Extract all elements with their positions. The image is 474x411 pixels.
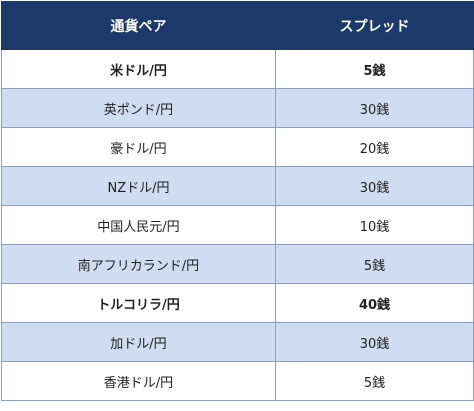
table-row: NZドル/円 30銭 <box>1 166 474 206</box>
spread-cell: 40銭 <box>275 283 474 323</box>
header-spread: スプレッド <box>275 1 474 50</box>
table-row: 加ドル/円 30銭 <box>1 322 474 362</box>
table-row: 香港ドル/円 5銭 <box>1 361 474 401</box>
currency-pair-cell: NZドル/円 <box>1 166 276 206</box>
spread-cell: 10銭 <box>275 205 474 245</box>
currency-pair-cell: 豪ドル/円 <box>1 127 276 167</box>
table-row: 米ドル/円 5銭 <box>1 49 474 89</box>
currency-pair-cell: 英ポンド/円 <box>1 88 276 128</box>
spread-cell: 30銭 <box>275 166 474 206</box>
table-row: 豪ドル/円 20銭 <box>1 127 474 167</box>
spread-cell: 5銭 <box>275 244 474 284</box>
table-row: 英ポンド/円 30銭 <box>1 88 474 128</box>
currency-pair-cell: トルコリラ/円 <box>1 283 276 323</box>
table-row: 南アフリカランド/円 5銭 <box>1 244 474 284</box>
spread-cell: 20銭 <box>275 127 474 167</box>
table-row: トルコリラ/円 40銭 <box>1 283 474 323</box>
currency-pair-cell: 南アフリカランド/円 <box>1 244 276 284</box>
currency-pair-cell: 香港ドル/円 <box>1 361 276 401</box>
spread-cell: 30銭 <box>275 322 474 362</box>
spread-cell: 5銭 <box>275 361 474 401</box>
table-header-row: 通貨ペア スプレッド <box>1 1 474 50</box>
currency-pair-cell: 加ドル/円 <box>1 322 276 362</box>
header-currency-pair: 通貨ペア <box>1 1 276 50</box>
currency-pair-cell: 中国人民元/円 <box>1 205 276 245</box>
table-body: 米ドル/円 5銭 英ポンド/円 30銭 豪ドル/円 20銭 NZドル/円 30銭 中国人民元/円… <box>1 49 474 401</box>
spread-table: 通貨ペア スプレッド 米ドル/円 5銭 英ポンド/円 30銭 豪ドル/円 20銭 NZドル/… <box>1 1 474 401</box>
table-row: 中国人民元/円 10銭 <box>1 205 474 245</box>
spread-cell: 5銭 <box>275 49 474 89</box>
spread-cell: 30銭 <box>275 88 474 128</box>
currency-pair-cell: 米ドル/円 <box>1 49 276 89</box>
